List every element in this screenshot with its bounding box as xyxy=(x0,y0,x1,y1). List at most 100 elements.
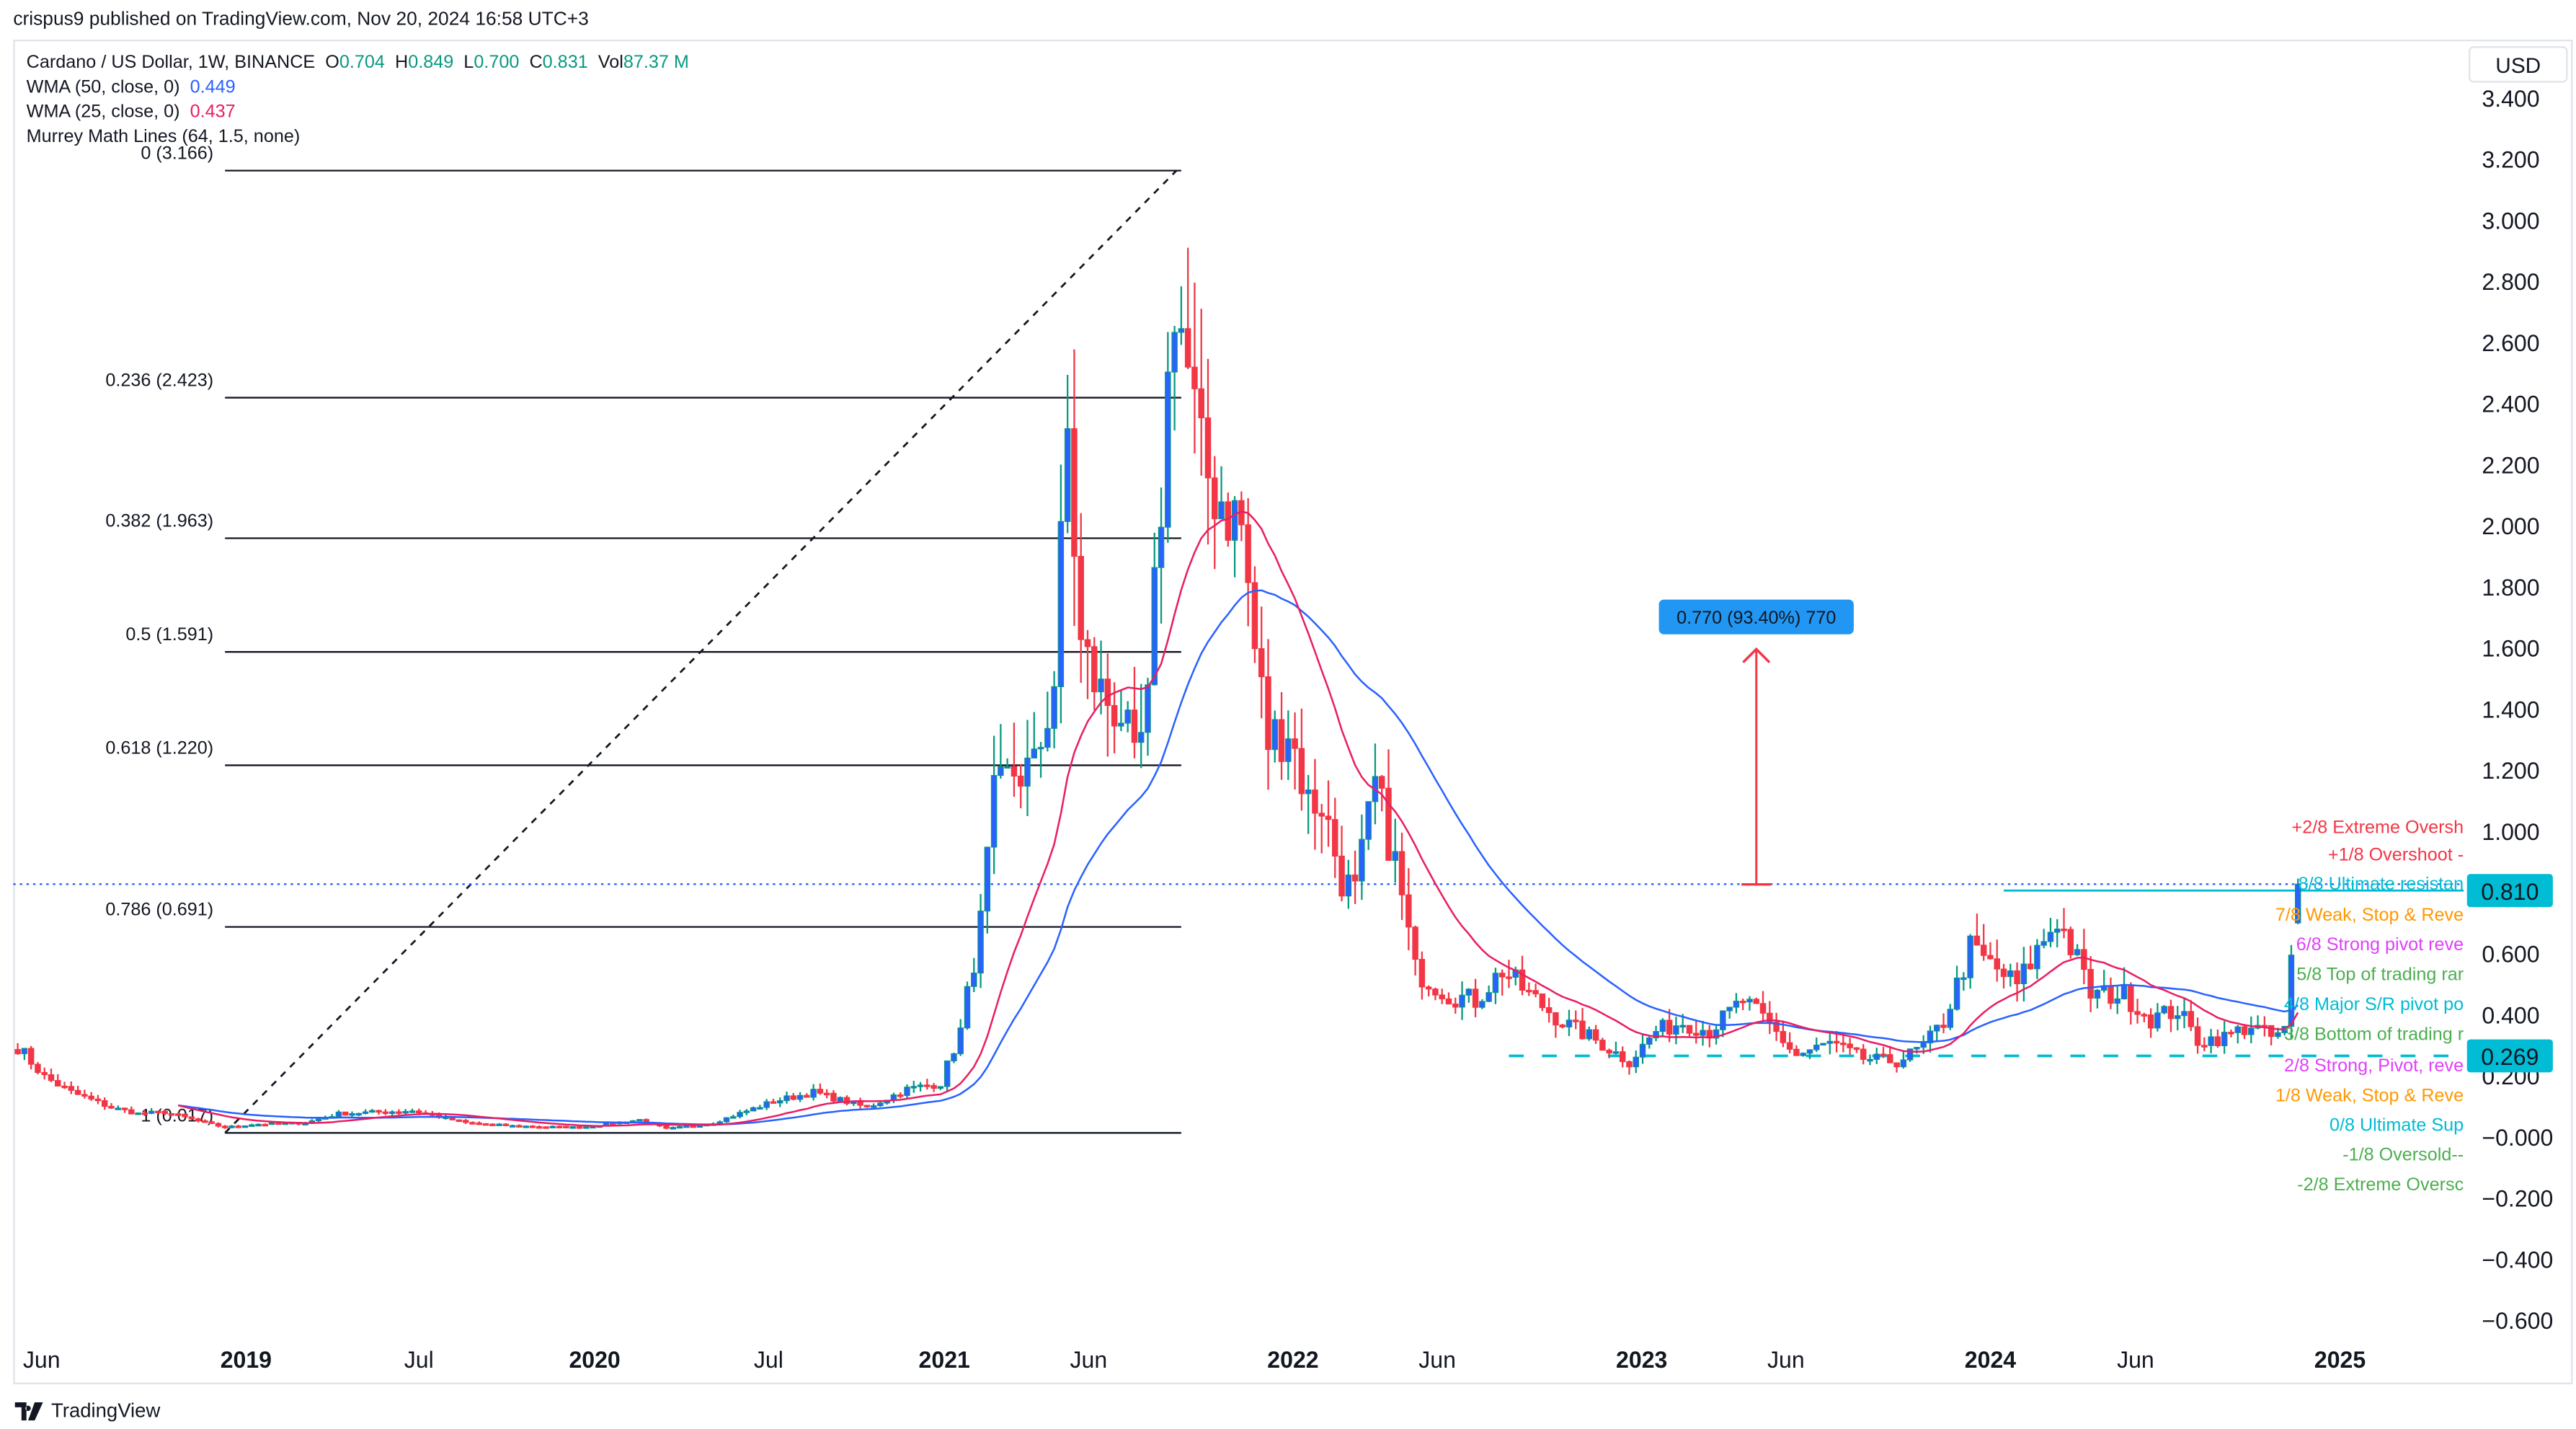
candle xyxy=(2120,967,2128,1000)
candle xyxy=(376,1110,382,1115)
y-tick-label: 2.600 xyxy=(2482,330,2539,356)
candle-body xyxy=(2161,1006,2167,1014)
candle xyxy=(208,1120,215,1125)
candle-body xyxy=(971,973,977,987)
candle-body xyxy=(1137,732,1145,743)
candle-body xyxy=(195,1118,202,1122)
candle xyxy=(135,1112,141,1115)
candle-body xyxy=(582,1126,590,1129)
candle-body xyxy=(951,1053,957,1062)
candle xyxy=(1553,1012,1559,1038)
candle-body xyxy=(776,1100,783,1104)
chart-panel[interactable] xyxy=(13,39,2573,1384)
candle-body xyxy=(1204,417,1212,479)
candle xyxy=(1853,1047,1860,1053)
candle-body xyxy=(1104,678,1111,707)
candle xyxy=(1706,1025,1713,1048)
volume-label: Vol xyxy=(598,53,623,73)
candle xyxy=(215,1122,222,1128)
candle xyxy=(1145,678,1151,756)
candle-body xyxy=(2221,1032,2228,1047)
candle-body xyxy=(790,1095,797,1100)
candle xyxy=(1425,985,1432,996)
candle-body xyxy=(202,1120,208,1123)
candle-body xyxy=(1184,328,1191,368)
candle xyxy=(1592,1025,1599,1045)
x-tick-label: Jun xyxy=(23,1347,61,1373)
candle-body xyxy=(396,1111,402,1114)
candle xyxy=(1973,913,1981,946)
candle xyxy=(1873,1048,1880,1064)
candle-body xyxy=(315,1118,322,1122)
candle xyxy=(1265,639,1271,790)
candle xyxy=(2040,929,2047,949)
candle-body xyxy=(1178,328,1185,333)
candle xyxy=(1586,1026,1593,1041)
candle-body xyxy=(796,1094,804,1100)
candle xyxy=(1312,758,1318,850)
candle-body xyxy=(1492,973,1499,994)
candle-body xyxy=(382,1111,389,1115)
candle xyxy=(2014,962,2020,1002)
candle xyxy=(2241,1024,2248,1040)
candle-body xyxy=(1666,1019,1673,1035)
candle-body xyxy=(2288,955,2295,1027)
candle xyxy=(1198,309,1204,476)
open-label: O xyxy=(325,53,339,73)
candle-body xyxy=(2047,932,2054,942)
wma50-row[interactable]: WMA (50, close, 0) 0.449 xyxy=(27,76,689,100)
murrey-row[interactable]: Murrey Math Lines (64, 1.5, none) xyxy=(27,125,689,150)
candle xyxy=(221,1125,228,1129)
candle-body xyxy=(2007,970,2014,978)
candle xyxy=(1405,868,1412,951)
candle xyxy=(556,1125,563,1128)
candle-body xyxy=(576,1126,583,1129)
y-tick-label: −0.200 xyxy=(2482,1186,2553,1212)
candle-body xyxy=(1051,686,1057,729)
candle xyxy=(1465,988,1473,1003)
candle-body xyxy=(262,1123,269,1127)
candle-body xyxy=(1118,722,1124,727)
candle-body xyxy=(141,1112,148,1115)
candle-body xyxy=(1084,639,1091,647)
y-tick-label: 2.000 xyxy=(2482,513,2539,539)
candle xyxy=(990,735,998,875)
candle-body xyxy=(910,1086,918,1089)
candle xyxy=(2147,1008,2154,1038)
candle-body xyxy=(1633,1056,1639,1068)
candle-body xyxy=(943,1060,951,1087)
candle-body xyxy=(1579,1020,1586,1040)
candle-body xyxy=(2027,963,2034,970)
candle-body xyxy=(1573,1019,1579,1022)
y-tick-label: 1.200 xyxy=(2482,758,2539,784)
wma25-row[interactable]: WMA (25, close, 0) 0.437 xyxy=(27,101,689,125)
candle-body xyxy=(1994,958,2000,970)
candle-body xyxy=(750,1107,757,1112)
resistance-price-badge-text: 0.810 xyxy=(2481,879,2539,905)
candle-body xyxy=(1599,1040,1606,1051)
candle-body xyxy=(1759,1003,1767,1014)
symbol-row[interactable]: Cardano / US Dollar, 1W, BINANCE O0.704 … xyxy=(27,51,689,76)
candle xyxy=(388,1110,396,1116)
candle xyxy=(1914,1046,1920,1054)
candle-body xyxy=(931,1085,937,1089)
candle-body xyxy=(388,1111,396,1114)
x-tick-label: 2020 xyxy=(569,1347,620,1373)
candle xyxy=(1472,978,1479,1017)
wma25-value: 0.437 xyxy=(190,102,236,123)
candle-body xyxy=(1131,709,1138,743)
currency-button[interactable]: USD xyxy=(2469,46,2568,83)
tradingview-logo[interactable]: TradingView xyxy=(14,1399,160,1423)
candle-body xyxy=(2201,1045,2208,1048)
candle xyxy=(1445,992,1452,1005)
candle-body xyxy=(1345,874,1352,897)
candle xyxy=(1519,955,1526,996)
candle-body xyxy=(55,1080,61,1087)
candle-body xyxy=(1606,1050,1612,1054)
candle xyxy=(228,1125,235,1129)
candle-body xyxy=(2014,970,2020,985)
candle-body xyxy=(723,1117,730,1123)
x-tick-label: 2019 xyxy=(221,1347,272,1373)
candle-body xyxy=(2000,968,2007,978)
